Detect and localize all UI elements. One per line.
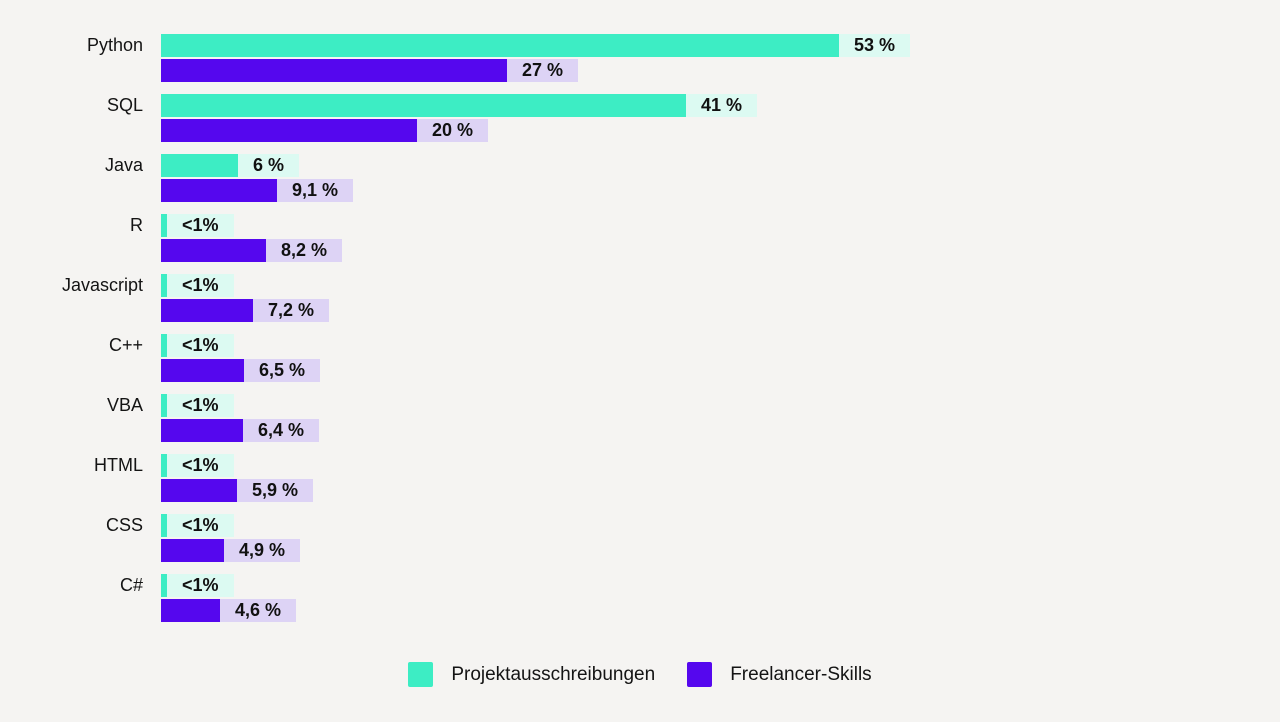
bar-projektausschreibungen: [161, 574, 167, 597]
bar-line-projektausschreibungen: <1%: [161, 274, 234, 297]
legend-swatch-purple: [687, 662, 713, 687]
category-label: C#: [119, 575, 143, 595]
legend-label: Projektausschreibungen: [451, 663, 656, 685]
bar-line-freelancer-skills: 9,1 %: [161, 179, 354, 202]
category-label: CSS: [105, 515, 143, 535]
bar-projektausschreibungen: [161, 454, 167, 477]
bar-freelancer-skills: [161, 599, 220, 622]
category-label: VBA: [106, 395, 143, 415]
bar-line-freelancer-skills: 27 %: [161, 59, 579, 82]
chart-legend: Projektausschreibungen Freelancer-Skills: [0, 662, 1280, 687]
value-label: 6,4 %: [243, 419, 320, 442]
value-label: 6 %: [238, 154, 300, 177]
chart-row-c: C++ <1% 6,5 %: [0, 334, 1280, 382]
category-label: HTML: [94, 455, 143, 475]
bar-projektausschreibungen: [161, 214, 167, 237]
value-label: 27 %: [507, 59, 579, 82]
bar-line-freelancer-skills: 4,6 %: [161, 599, 297, 622]
value-label: <1%: [167, 394, 234, 417]
chart-row-c: C# <1% 4,6 %: [0, 574, 1280, 622]
bar-freelancer-skills: [161, 119, 417, 142]
value-label: 9,1 %: [277, 179, 354, 202]
bar-line-projektausschreibungen: <1%: [161, 214, 234, 237]
bar-freelancer-skills: [161, 59, 507, 82]
value-label: <1%: [167, 334, 234, 357]
chart-row-vba: VBA <1% 6,4 %: [0, 394, 1280, 442]
bar-line-freelancer-skills: 8,2 %: [161, 239, 343, 262]
chart-row-css: CSS <1% 4,9 %: [0, 514, 1280, 562]
chart-row-javascript: Javascript <1% 7,2 %: [0, 274, 1280, 322]
value-label: 8,2 %: [266, 239, 343, 262]
category-label: SQL: [106, 95, 143, 115]
value-label: 53 %: [839, 34, 911, 57]
bar-projektausschreibungen: [161, 94, 686, 117]
bar-freelancer-skills: [161, 299, 253, 322]
value-label: <1%: [167, 574, 234, 597]
bar-freelancer-skills: [161, 179, 277, 202]
bar-line-projektausschreibungen: <1%: [161, 574, 234, 597]
chart-row-html: HTML <1% 5,9 %: [0, 454, 1280, 502]
legend-item-freelancer-skills: Freelancer-Skills: [687, 662, 872, 687]
value-label: 20 %: [417, 119, 489, 142]
category-label: Python: [86, 35, 143, 55]
category-label: R: [130, 215, 143, 235]
legend-label: Freelancer-Skills: [730, 663, 872, 685]
bar-line-projektausschreibungen: 41 %: [161, 94, 758, 117]
bar-line-projektausschreibungen: 53 %: [161, 34, 911, 57]
bar-freelancer-skills: [161, 239, 266, 262]
bar-line-projektausschreibungen: 6 %: [161, 154, 300, 177]
chart-row-r: R <1% 8,2 %: [0, 214, 1280, 262]
bar-line-freelancer-skills: 6,5 %: [161, 359, 321, 382]
bar-projektausschreibungen: [161, 154, 238, 177]
bar-freelancer-skills: [161, 539, 224, 562]
value-label: 41 %: [686, 94, 758, 117]
bar-line-projektausschreibungen: <1%: [161, 514, 234, 537]
bar-freelancer-skills: [161, 479, 237, 502]
bar-line-freelancer-skills: 4,9 %: [161, 539, 301, 562]
value-label: <1%: [167, 214, 234, 237]
category-label: C++: [108, 335, 143, 355]
legend-swatch-teal: [408, 662, 434, 687]
legend-item-projektausschreibungen: Projektausschreibungen: [408, 662, 655, 687]
value-label: <1%: [167, 274, 234, 297]
chart-row-sql: SQL 41 % 20 %: [0, 94, 1280, 142]
bar-line-freelancer-skills: 7,2 %: [161, 299, 330, 322]
bar-line-freelancer-skills: 20 %: [161, 119, 489, 142]
bar-projektausschreibungen: [161, 394, 167, 417]
bar-line-freelancer-skills: 5,9 %: [161, 479, 314, 502]
bar-projektausschreibungen: [161, 334, 167, 357]
category-label: Java: [104, 155, 143, 175]
bar-line-projektausschreibungen: <1%: [161, 454, 234, 477]
bar-projektausschreibungen: [161, 274, 167, 297]
bar-freelancer-skills: [161, 419, 243, 442]
value-label: 6,5 %: [244, 359, 321, 382]
value-label: <1%: [167, 454, 234, 477]
bar-projektausschreibungen: [161, 34, 839, 57]
value-label: 7,2 %: [253, 299, 330, 322]
chart-row-java: Java 6 % 9,1 %: [0, 154, 1280, 202]
value-label: <1%: [167, 514, 234, 537]
value-label: 4,6 %: [220, 599, 297, 622]
bar-line-projektausschreibungen: <1%: [161, 334, 234, 357]
category-label: Javascript: [61, 275, 143, 295]
bar-line-freelancer-skills: 6,4 %: [161, 419, 320, 442]
grouped-bar-chart: Python 53 % 27 % SQL 41 % 20 % Java 6 % 9,1 % R <1…: [0, 34, 1280, 634]
value-label: 5,9 %: [237, 479, 314, 502]
value-label: 4,9 %: [224, 539, 301, 562]
bar-line-projektausschreibungen: <1%: [161, 394, 234, 417]
chart-row-python: Python 53 % 27 %: [0, 34, 1280, 82]
bar-freelancer-skills: [161, 359, 244, 382]
bar-projektausschreibungen: [161, 514, 167, 537]
